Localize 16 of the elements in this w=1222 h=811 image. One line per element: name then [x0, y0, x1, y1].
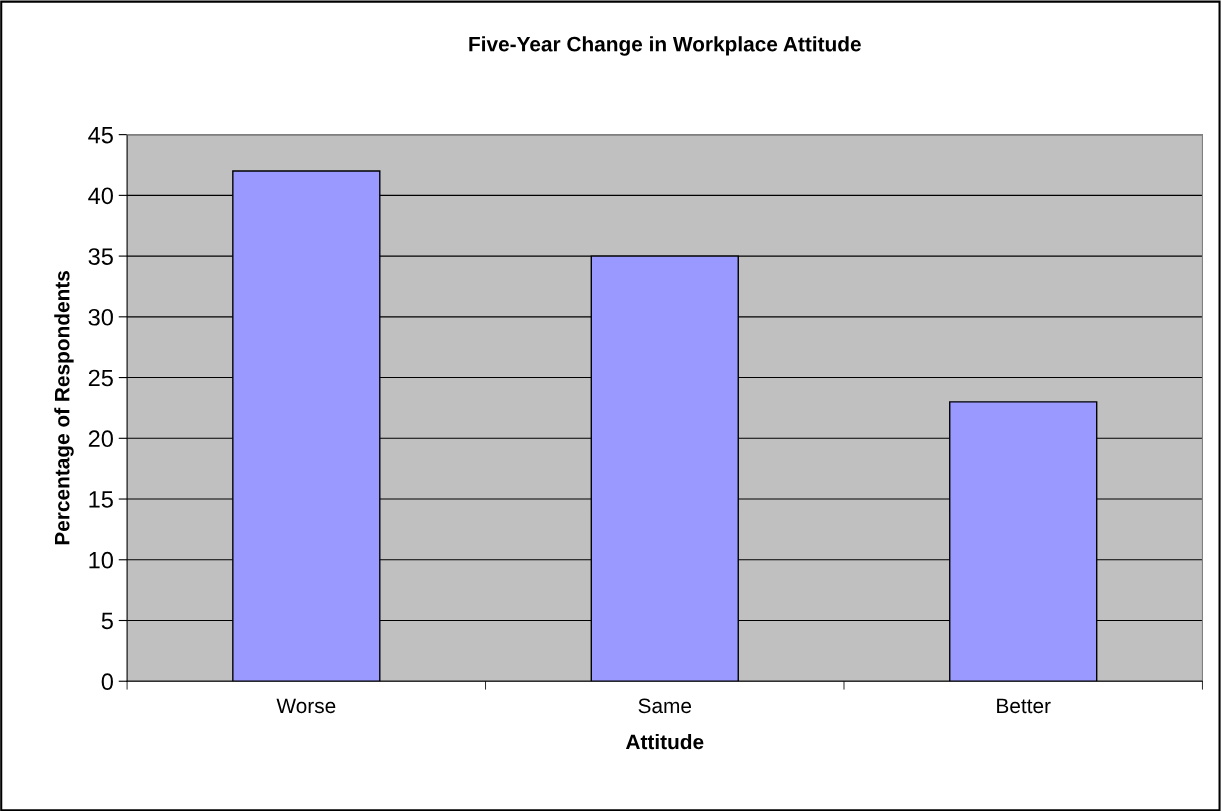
x-tick-label: Better — [997, 698, 1051, 714]
x-tick-label: Same — [638, 698, 692, 714]
y-tick-label: 40 — [88, 187, 113, 205]
y-axis-title: Percentage of Respondents — [54, 271, 74, 545]
chart-title: Five-Year Change in Workplace Attitude — [469, 36, 861, 56]
y-tick-label: 15 — [89, 491, 113, 508]
y-tick-label: 45 — [88, 126, 113, 144]
y-tick-label: 5 — [101, 612, 113, 630]
y-tick-label: 30 — [88, 308, 113, 326]
x-tick-label: Worse — [276, 698, 336, 714]
y-tick-label: 25 — [88, 369, 113, 387]
y-tick-label: 35 — [88, 248, 113, 265]
y-tick-label: 0 — [101, 673, 113, 691]
y-tick-label: 20 — [88, 430, 113, 448]
x-axis-title: Attitude — [625, 733, 704, 750]
y-tick-label: 10 — [89, 551, 113, 569]
